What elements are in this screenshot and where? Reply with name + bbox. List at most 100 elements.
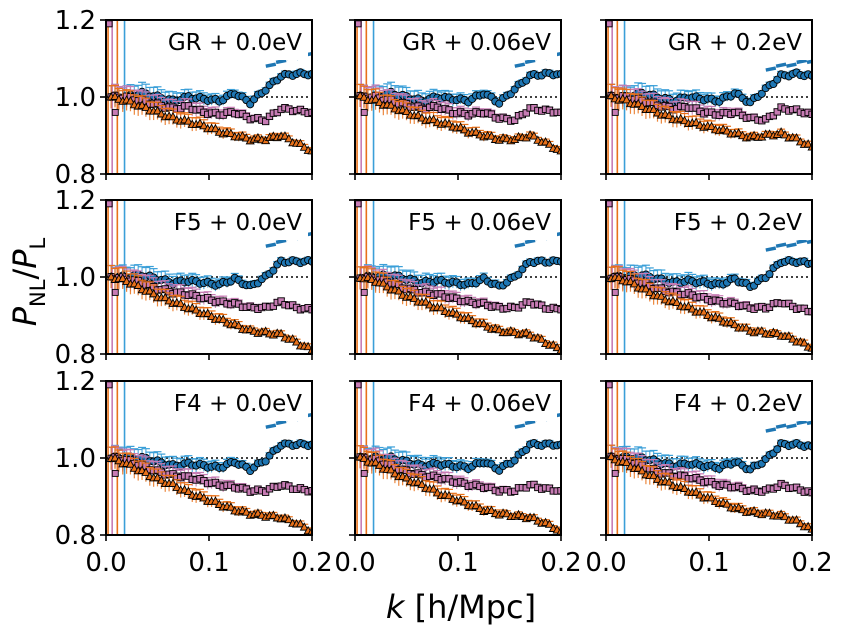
panels-group: GR + 0.0eV 0.8 1.0 1.2 GR + 0.06eV GR + 0.2eV… bbox=[55, 6, 833, 578]
marker-orange-triangles bbox=[722, 499, 732, 508]
marker-blue-circles bbox=[773, 445, 782, 454]
marker-orange-triangles bbox=[502, 508, 512, 518]
dash-mark-linear-dashed bbox=[306, 412, 312, 418]
marker-orange-triangles bbox=[191, 305, 201, 314]
panel-title-bg bbox=[140, 204, 308, 240]
marker-orange-triangles bbox=[359, 92, 369, 101]
outlier-marker bbox=[111, 288, 119, 296]
marker-orange-triangles bbox=[436, 302, 446, 312]
panel-title: F4 + 0.2eV bbox=[674, 391, 802, 417]
marker-orange-triangles bbox=[803, 139, 812, 148]
marker-orange-triangles bbox=[649, 104, 659, 113]
outlier-marker bbox=[611, 108, 619, 116]
x-tick-label: 0.2 bbox=[540, 548, 581, 578]
plot-area bbox=[106, 200, 312, 354]
marker-orange-triangles bbox=[199, 120, 209, 130]
panel-title: F5 + 0.0eV bbox=[174, 210, 302, 236]
y-label-sub-den: L bbox=[26, 237, 50, 249]
marker-orange-triangles bbox=[280, 131, 290, 140]
panel-title-box: GR + 0.2eV bbox=[640, 24, 808, 60]
marker-orange-triangles bbox=[687, 304, 697, 313]
y-label-p-den: P bbox=[6, 249, 44, 269]
marker-orange-triangles bbox=[780, 511, 790, 521]
marker-orange-triangles bbox=[525, 330, 535, 339]
marker-orange-triangles bbox=[276, 328, 286, 338]
panel-title-bg bbox=[389, 385, 557, 421]
marker-orange-triangles bbox=[156, 475, 166, 484]
dash-mark-linear-dashed bbox=[524, 238, 536, 245]
marker-orange-triangles bbox=[371, 94, 381, 103]
marker-orange-triangles bbox=[452, 309, 462, 318]
marker-orange-triangles bbox=[734, 128, 744, 137]
marker-orange-triangles bbox=[772, 328, 782, 338]
dash-mark-linear-dashed bbox=[514, 62, 526, 68]
marker-orange-triangles bbox=[656, 291, 666, 300]
marker-orange-triangles bbox=[125, 459, 136, 468]
marker-orange-triangles bbox=[425, 300, 435, 309]
dash-mark-linear-dashed bbox=[306, 51, 312, 57]
marker-orange-triangles bbox=[390, 468, 400, 478]
marker-orange-triangles bbox=[288, 334, 298, 343]
marker-orange-triangles bbox=[606, 451, 616, 460]
marker-orange-triangles bbox=[371, 457, 381, 466]
marker-orange-triangles bbox=[672, 297, 682, 306]
y-label-slash: / bbox=[6, 269, 44, 280]
marker-orange-triangles bbox=[141, 467, 151, 476]
marker-orange-triangles bbox=[268, 510, 278, 519]
x-tick-label: 0.1 bbox=[437, 548, 478, 578]
marker-blue-circles bbox=[765, 270, 774, 279]
marker-orange-triangles bbox=[741, 322, 751, 332]
x-tick-label: 0.0 bbox=[334, 548, 375, 578]
dash-mark-linear-dashed bbox=[806, 59, 812, 65]
marker-orange-triangles bbox=[114, 455, 124, 465]
marker-orange-triangles bbox=[374, 97, 385, 106]
outlier-marker bbox=[111, 108, 119, 116]
marker-orange-triangles bbox=[152, 105, 163, 115]
marker-orange-triangles bbox=[544, 519, 554, 528]
marker-orange-triangles bbox=[409, 293, 419, 302]
marker-pink-squares bbox=[511, 116, 519, 124]
x-axis-label: k [h/Mpc] bbox=[386, 588, 536, 626]
marker-pink-squares bbox=[269, 302, 278, 310]
panel-6: F5 + 0.2eV bbox=[600, 199, 813, 360]
marker-orange-triangles bbox=[645, 287, 655, 296]
marker-orange-triangles bbox=[199, 492, 209, 502]
panel-title: GR + 0.0eV bbox=[168, 30, 302, 56]
panel-3: GR + 0.2eV bbox=[600, 19, 813, 180]
marker-orange-triangles bbox=[295, 138, 305, 148]
marker-orange-triangles bbox=[428, 484, 439, 493]
panel-title-box: F4 + 0.0eV bbox=[140, 385, 308, 421]
marker-orange-triangles bbox=[106, 271, 116, 281]
panel-title-bg bbox=[140, 385, 308, 421]
plot-area bbox=[606, 20, 812, 174]
marker-orange-triangles bbox=[494, 324, 504, 334]
marker-orange-triangles bbox=[799, 338, 809, 347]
marker-orange-triangles bbox=[394, 286, 404, 295]
marker-orange-triangles bbox=[641, 284, 651, 293]
panel-title: GR + 0.2eV bbox=[668, 30, 802, 56]
marker-orange-triangles bbox=[172, 482, 182, 491]
marker-orange-triangles bbox=[226, 128, 236, 137]
marker-blue-circles bbox=[773, 75, 782, 84]
marker-pink-squares bbox=[773, 108, 781, 116]
panel-title: F5 + 0.2eV bbox=[674, 210, 802, 236]
panel-9: F4 + 0.2eV 0.0 0.1 0.2 bbox=[585, 380, 833, 578]
marker-orange-triangles bbox=[529, 131, 539, 140]
dash-mark-linear-dashed bbox=[775, 423, 787, 429]
panel-title-box: F4 + 0.06eV bbox=[389, 385, 557, 421]
marker-orange-triangles bbox=[168, 111, 178, 121]
dash-mark-linear-dashed bbox=[275, 58, 287, 65]
marker-orange-triangles bbox=[428, 114, 439, 124]
marker-pink-squares bbox=[522, 109, 530, 117]
dash-mark-linear-dashed bbox=[555, 412, 561, 418]
marker-blue-circles bbox=[757, 89, 766, 98]
marker-orange-triangles bbox=[722, 126, 732, 135]
marker-orange-triangles bbox=[386, 100, 396, 109]
dash-mark-linear-dashed bbox=[796, 419, 808, 426]
marker-orange-triangles bbox=[156, 109, 166, 118]
marker-pink-squares bbox=[487, 110, 496, 118]
marker-orange-triangles bbox=[118, 273, 128, 282]
marker-orange-triangles bbox=[417, 113, 427, 122]
marker-blue-circles bbox=[518, 265, 527, 274]
